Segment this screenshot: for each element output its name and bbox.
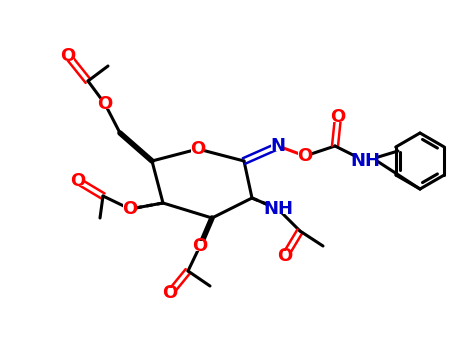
Text: NH: NH xyxy=(263,200,293,218)
FancyBboxPatch shape xyxy=(278,251,291,261)
Text: O: O xyxy=(70,172,86,190)
Text: O: O xyxy=(122,200,137,218)
FancyBboxPatch shape xyxy=(61,51,74,61)
FancyBboxPatch shape xyxy=(298,151,311,161)
FancyBboxPatch shape xyxy=(271,141,284,151)
Text: O: O xyxy=(192,237,207,255)
Text: O: O xyxy=(277,247,292,265)
Text: O: O xyxy=(97,95,112,113)
FancyBboxPatch shape xyxy=(71,176,84,186)
FancyBboxPatch shape xyxy=(331,112,344,122)
Text: NH: NH xyxy=(349,152,379,170)
Text: O: O xyxy=(297,147,312,165)
FancyBboxPatch shape xyxy=(163,288,176,298)
FancyBboxPatch shape xyxy=(191,144,204,154)
FancyBboxPatch shape xyxy=(268,204,288,214)
FancyBboxPatch shape xyxy=(123,204,136,214)
FancyBboxPatch shape xyxy=(193,241,206,251)
Text: O: O xyxy=(60,47,76,65)
FancyBboxPatch shape xyxy=(98,99,111,109)
Text: O: O xyxy=(330,108,345,126)
Text: O: O xyxy=(162,284,177,302)
FancyBboxPatch shape xyxy=(354,156,374,166)
Text: O: O xyxy=(190,140,205,158)
Text: N: N xyxy=(270,137,285,155)
